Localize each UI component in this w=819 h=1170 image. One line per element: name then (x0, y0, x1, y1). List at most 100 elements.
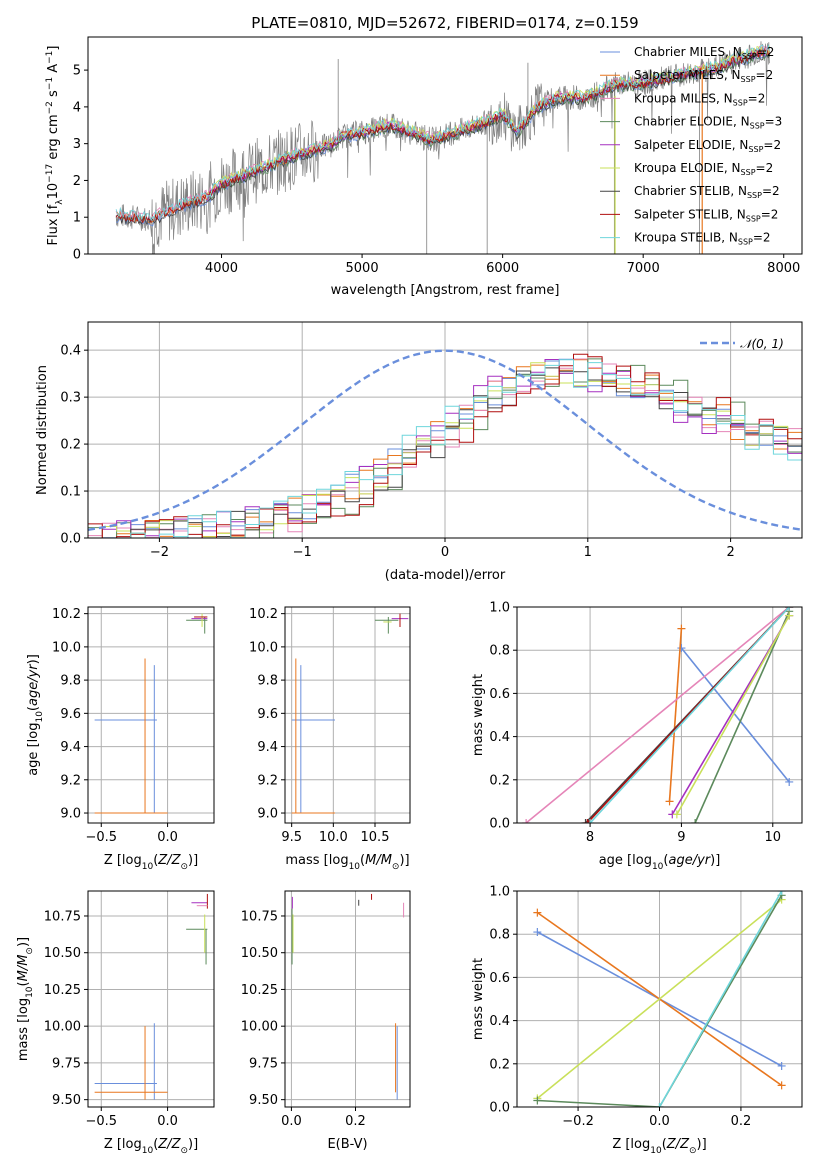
point-marker (583, 819, 592, 823)
legend-label: 𝒩(0, 1) (740, 337, 784, 351)
label-fragment: Z [log (612, 1137, 650, 1152)
plot-frame (284, 890, 411, 1108)
chart-title: PLATE=0810, MJD=52672, FIBERID=0174, z=0… (251, 14, 638, 32)
label-fragment: )] (697, 1137, 707, 1152)
y-tick-label: 0.0 (489, 817, 510, 832)
panel-7 (285, 891, 410, 1107)
point-marker (785, 611, 794, 620)
x-tick-label: 0.0 (649, 1114, 670, 1129)
series-salpeter-miles (668, 628, 683, 802)
x-tick-label: 2 (726, 545, 734, 560)
label-fragment: A (46, 64, 61, 77)
y-tick-label: 0.2 (489, 773, 510, 788)
legend-tail: =2 (748, 91, 766, 105)
y-tick-label: 4 (73, 100, 81, 115)
y-axis-label: mass [log10(M/M⊙)] (16, 937, 35, 1061)
series-kroupa-elodie (536, 898, 783, 1100)
legend-subscript: SSP (733, 98, 748, 107)
legend-name: Kroupa MILES, N (634, 91, 733, 105)
y-tick-label: 10.00 (241, 1020, 278, 1035)
y-tick-label: 9.4 (257, 740, 278, 755)
mass-extinction-points (291, 893, 405, 1100)
normal-distribution-curve (88, 349, 802, 531)
legend-label: Kroupa MILES, NSSP=2 (634, 91, 765, 107)
x-tick-label: −0.5 (85, 830, 117, 845)
label-fragment: ( (663, 853, 668, 868)
point-marker (785, 777, 794, 786)
age-mass-points (291, 613, 409, 814)
x-tick-label: 8 (586, 830, 594, 845)
point-marker (533, 928, 542, 937)
legend-name: Salpeter ELODIE, N (634, 138, 748, 152)
x-tick-label: 10.5 (361, 830, 390, 845)
y-tick-label: 10.50 (241, 946, 278, 961)
label-fragment: ( (153, 853, 158, 868)
label-fragment: mass [log (16, 998, 31, 1061)
y-axis-label: age [log10(age/yr)] (26, 654, 45, 776)
point-marker (777, 1081, 786, 1090)
legend-tail: =2 (757, 45, 775, 59)
series-chabrier-elodie (694, 610, 790, 823)
series-kroupa-elodie (676, 615, 790, 815)
legend-subscript: SSP (746, 214, 761, 223)
label-fragment: age/yr (668, 853, 711, 868)
x-tick-label: 0.0 (281, 1114, 302, 1129)
point-marker (777, 891, 786, 895)
legend-name: Kroupa STELIB, N (634, 231, 738, 245)
y-tick-label: 10.25 (241, 983, 278, 998)
y-tick-label: 1.0 (489, 601, 510, 616)
plot-frame (87, 890, 215, 1108)
legend-label: Salpeter MILES, NSSP=2 (634, 68, 773, 84)
series-chabrier-miles (680, 647, 790, 783)
legend-subscript: SSP (748, 145, 763, 154)
plot-frame (87, 606, 215, 824)
legend-label: Kroupa ELODIE, NSSP=2 (634, 161, 773, 177)
y-tick-label: 3 (73, 137, 81, 152)
mass-weight-lines (522, 607, 794, 823)
legend-label: Chabrier ELODIE, NSSP=3 (634, 115, 782, 131)
legend-subscript: SSP (742, 52, 757, 61)
x-tick-label: 7000 (627, 261, 660, 276)
label-fragment: )] (16, 937, 31, 947)
label-fragment: 10 (349, 862, 361, 872)
x-tick-label: 9.5 (281, 830, 302, 845)
y-tick-label: 10.0 (52, 640, 81, 655)
label-fragment: −2 (45, 101, 55, 114)
series-kroupa-miles (525, 607, 790, 823)
mass-metallicity-points (94, 893, 208, 1100)
x-tick-label: −0.2 (562, 1114, 594, 1129)
y-tick-label: 0.1 (60, 485, 81, 500)
legend-subscript: SSP (741, 168, 756, 177)
label-fragment: M/M (365, 853, 392, 868)
y-tick-label: 10.0 (249, 640, 278, 655)
y-tick-label: 10.75 (44, 909, 81, 924)
x-axis-label: mass [log10(M/M⊙)] (285, 853, 409, 872)
y-tick-label: 9.0 (60, 807, 81, 822)
label-fragment: erg cm (46, 114, 61, 163)
y-tick-label: 9.75 (249, 1056, 278, 1071)
label-fragment: )] (399, 853, 409, 868)
legend-name: Kroupa ELODIE, N (634, 161, 741, 175)
label-fragment: −1 (45, 77, 55, 90)
y-tick-label: 9.0 (257, 807, 278, 822)
x-tick-label: −1 (293, 545, 312, 560)
y-tick-label: 9.50 (249, 1093, 278, 1108)
label-fragment: Z [log (104, 1137, 142, 1152)
x-tick-label: −2 (150, 545, 169, 560)
label-fragment: Z/Z (666, 1137, 690, 1152)
y-tick-label: 9.50 (52, 1093, 81, 1108)
legend-name: Chabrier ELODIE, N (634, 115, 750, 129)
y-tick-label: 9.8 (60, 674, 81, 689)
legend-subscript: SSP (750, 122, 765, 131)
y-tick-label: 0.4 (489, 730, 510, 745)
point-marker (677, 624, 686, 633)
x-axis-label: (data-model)/error (385, 568, 506, 583)
label-fragment: age [log (599, 853, 652, 868)
y-tick-label: 0 (73, 248, 81, 263)
label-fragment: 10 (652, 862, 664, 872)
panel-6 (88, 891, 214, 1107)
x-tick-label: 0.2 (731, 1114, 752, 1129)
series-kroupa-stelib (658, 891, 783, 1107)
y-axis-label: Normed distribution (35, 365, 50, 495)
